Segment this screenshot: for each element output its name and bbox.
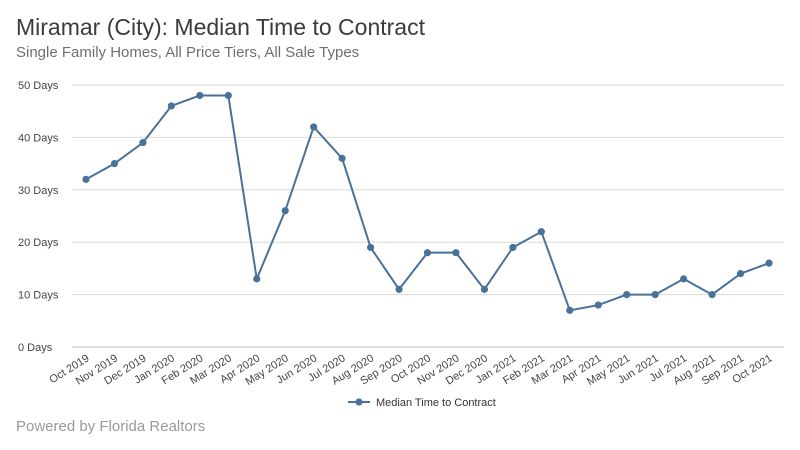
- legend-label: Median Time to Contract: [376, 397, 496, 409]
- data-point: [338, 154, 346, 162]
- data-point: [196, 91, 204, 100]
- data-point: [736, 270, 745, 278]
- data-point: [253, 275, 261, 283]
- y-tick-label: 10 Days: [18, 290, 59, 302]
- data-point: [509, 243, 517, 252]
- data-point: [139, 139, 147, 147]
- legend-marker: [355, 398, 363, 406]
- y-tick-label: 40 Days: [18, 132, 59, 144]
- data-point: [680, 275, 688, 283]
- data-point: [110, 160, 119, 168]
- data-point: [480, 285, 489, 293]
- grid-lines: [72, 84, 784, 348]
- data-point: [623, 291, 631, 299]
- data-point: [366, 243, 375, 252]
- chart-title: Miramar (City): Median Time to Contract: [16, 14, 425, 40]
- y-tick-label: 30 Days: [18, 185, 59, 197]
- data-point: [281, 207, 289, 215]
- data-point: [708, 291, 716, 299]
- data-point: [224, 91, 232, 100]
- y-tick-label: 20 Days: [18, 237, 59, 249]
- data-point: [167, 102, 175, 110]
- data-point: [452, 249, 460, 257]
- series-median-time-to-contract: [82, 91, 773, 314]
- data-point: [566, 306, 574, 314]
- data-point: [395, 285, 403, 293]
- data-point: [82, 175, 90, 183]
- footer-credit: Powered by Florida Realtors: [16, 418, 206, 435]
- y-tick-label: 0 Days: [18, 342, 53, 354]
- y-axis: 0 Days 10 Days 20 Days 30 Days 40 Days 50 Day…: [18, 80, 59, 354]
- data-point: [537, 228, 545, 236]
- data-point: [651, 291, 659, 299]
- y-tick-label: 50 Days: [18, 80, 59, 92]
- data-point: [423, 249, 432, 257]
- data-point: [310, 123, 318, 131]
- chart-subtitle: Single Family Homes, All Price Tiers, Al…: [16, 44, 360, 61]
- legend: Median Time to Contract: [348, 397, 496, 409]
- series-line: [85, 94, 770, 312]
- data-point: [594, 301, 602, 309]
- data-point: [765, 259, 773, 267]
